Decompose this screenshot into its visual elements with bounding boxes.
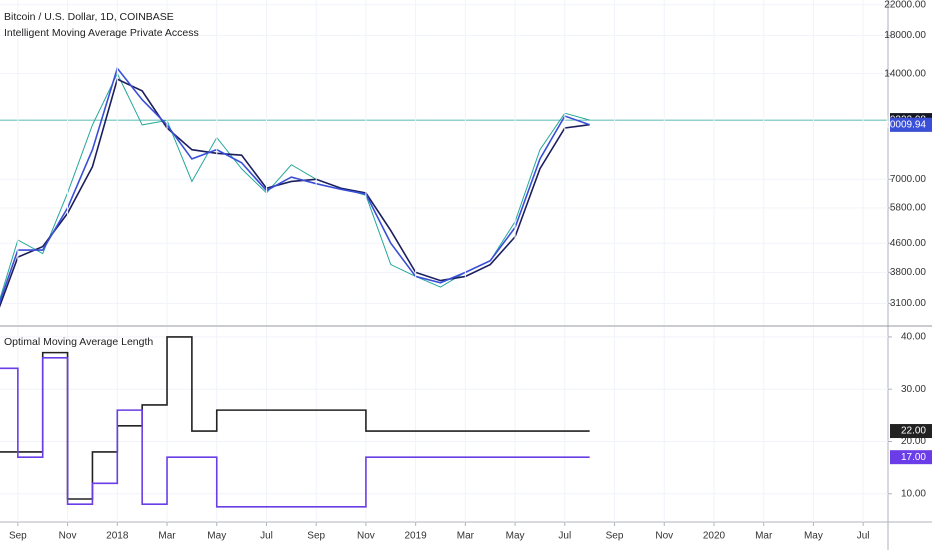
last-value-label: 22.00 xyxy=(901,426,926,437)
pane-title: Optimal Moving Average Length xyxy=(4,336,153,348)
y-tick-label: 30.00 xyxy=(901,384,926,395)
series-line xyxy=(0,357,590,508)
indicator-pane xyxy=(0,327,888,522)
x-tick-label: Nov xyxy=(357,531,375,542)
x-tick-label: May xyxy=(207,531,226,542)
x-tick-label: Sep xyxy=(606,531,624,542)
y-tick-label: 10.00 xyxy=(901,488,926,499)
last-value-box xyxy=(890,450,932,465)
series-line xyxy=(0,72,590,301)
axes: 3100.00 3800.00 4600.00 5800.00 7000.00 14000… xyxy=(9,0,932,542)
y-tick-label: 14000.00 xyxy=(884,68,926,79)
x-tick-label: Mar xyxy=(457,531,475,542)
x-tick-label: Mar xyxy=(158,531,176,542)
last-value-label: 10009.94 xyxy=(884,119,926,130)
x-tick-label: 2018 xyxy=(106,531,129,542)
main-pane xyxy=(0,0,888,325)
x-tick-label: May xyxy=(506,531,525,542)
y-tick-label: 4600.00 xyxy=(890,238,927,249)
x-tick-label: May xyxy=(804,531,823,542)
last-value-label: 17.00 xyxy=(901,452,926,463)
y-tick-label: 3100.00 xyxy=(890,298,927,309)
series-line xyxy=(0,66,590,304)
x-tick-label: Nov xyxy=(655,531,673,542)
x-tick-label: Jul xyxy=(857,531,870,542)
x-tick-label: Mar xyxy=(755,531,773,542)
y-tick-label: 5800.00 xyxy=(890,203,927,214)
x-tick-label: Sep xyxy=(9,531,27,542)
y-tick-label: 3800.00 xyxy=(890,267,927,278)
x-tick-label: Jul xyxy=(260,531,273,542)
chart-title: Bitcoin / U.S. Dollar, 1D, COINBASE xyxy=(4,11,174,23)
last-value-box xyxy=(890,117,932,132)
x-tick-label: Sep xyxy=(307,531,325,542)
last-value-box xyxy=(890,424,932,439)
x-tick-label: 2019 xyxy=(405,531,428,542)
y-tick-label: 18000.00 xyxy=(884,30,926,41)
indicator-name: Intelligent Moving Average Private Acces… xyxy=(4,27,199,39)
series-line xyxy=(0,336,590,500)
y-tick-label: 40.00 xyxy=(901,332,926,343)
y-tick-label: 20.00 xyxy=(901,436,926,447)
x-tick-label: Nov xyxy=(59,531,77,542)
x-tick-label: Jul xyxy=(558,531,571,542)
y-tick-label: 22000.00 xyxy=(884,0,926,10)
x-tick-label: 2020 xyxy=(703,531,726,542)
y-tick-label: 7000.00 xyxy=(890,174,927,185)
series-line xyxy=(0,78,590,308)
